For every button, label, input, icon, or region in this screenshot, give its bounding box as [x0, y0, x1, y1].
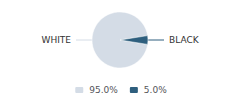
- svg-text:95.0%: 95.0%: [89, 85, 118, 95]
- svg-text:5.0%: 5.0%: [144, 85, 167, 95]
- svg-text:BLACK: BLACK: [169, 35, 200, 45]
- svg-text:WHITE: WHITE: [41, 35, 71, 45]
